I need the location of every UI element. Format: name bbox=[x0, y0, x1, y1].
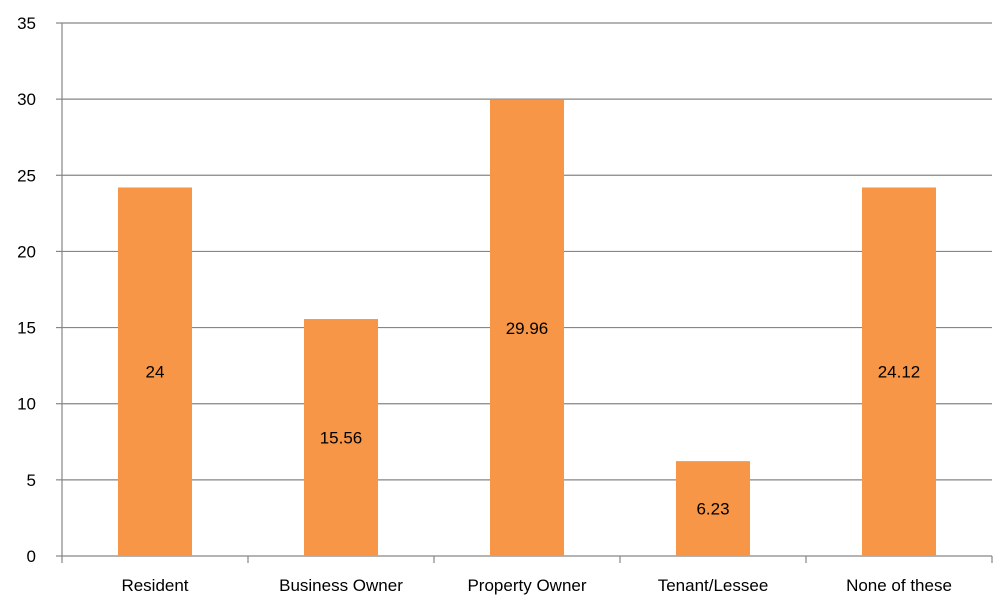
y-tick-label: 10 bbox=[17, 395, 36, 414]
x-category-label: Tenant/Lessee bbox=[658, 576, 769, 595]
data-label: 24.12 bbox=[878, 363, 921, 382]
data-label: 29.96 bbox=[506, 319, 549, 338]
bar bbox=[862, 187, 936, 556]
y-tick-label: 25 bbox=[17, 166, 36, 185]
labels: 0 5 10 15 20 25 30 35 24 Resident 15.56 Business Ow… bbox=[17, 14, 952, 595]
y-tick-label: 20 bbox=[17, 242, 36, 261]
y-tick-label: 15 bbox=[17, 319, 36, 338]
bars bbox=[118, 99, 936, 556]
y-tick-label: 0 bbox=[27, 547, 36, 566]
data-label: 6.23 bbox=[696, 500, 729, 519]
x-category-label: None of these bbox=[846, 576, 952, 595]
x-category-label: Business Owner bbox=[279, 576, 403, 595]
data-label: 15.56 bbox=[320, 429, 363, 448]
bar bbox=[304, 319, 378, 556]
y-tick-label: 30 bbox=[17, 90, 36, 109]
bar bbox=[490, 99, 564, 556]
bar bbox=[676, 461, 750, 556]
x-category-label: Resident bbox=[121, 576, 188, 595]
y-tick-label: 35 bbox=[17, 14, 36, 33]
bar bbox=[118, 187, 192, 556]
data-label: 24 bbox=[146, 363, 165, 382]
y-tick-label: 5 bbox=[27, 471, 36, 490]
x-category-label: Property Owner bbox=[467, 576, 586, 595]
